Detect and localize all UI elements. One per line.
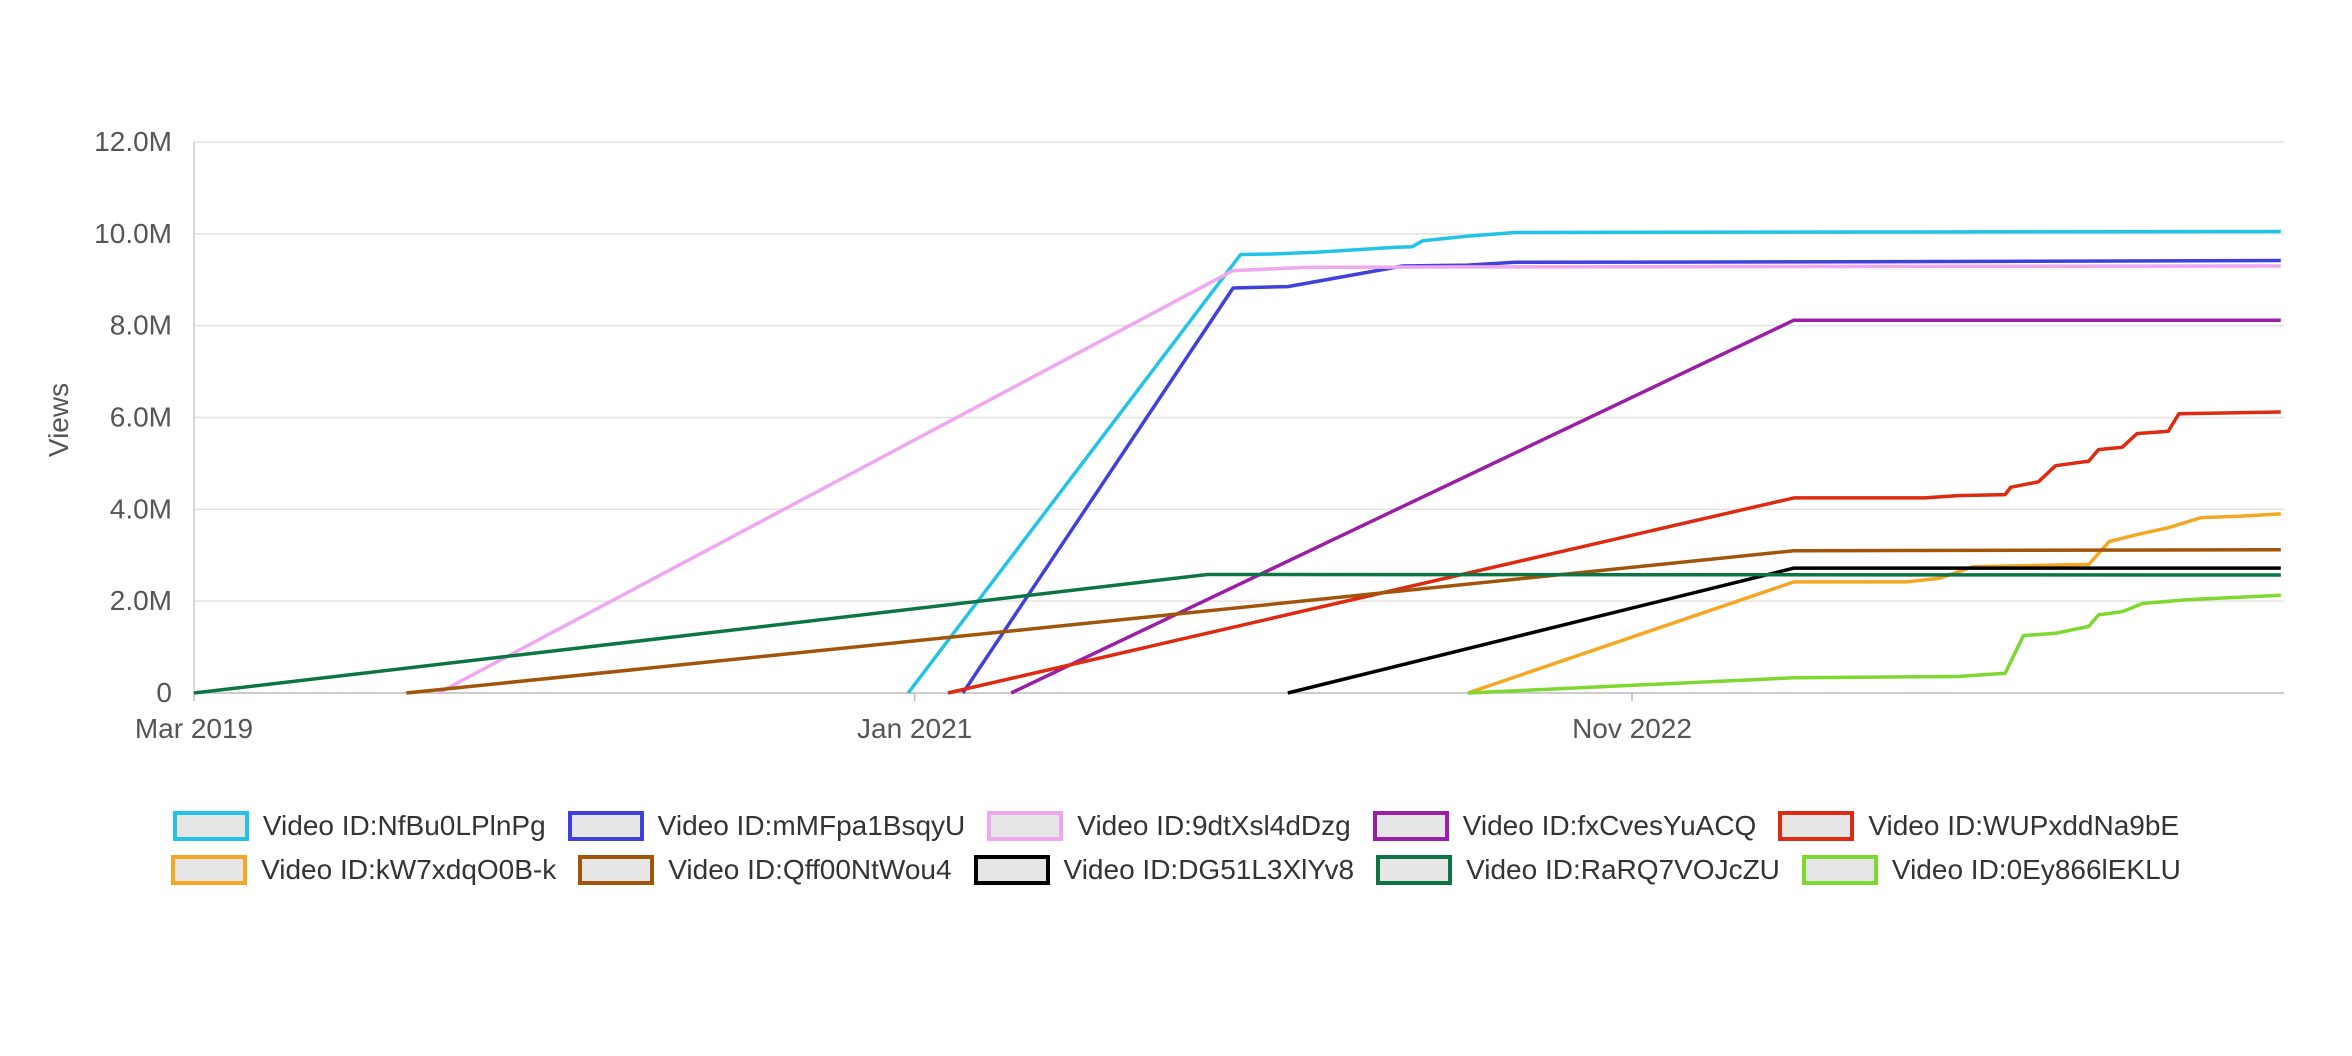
legend-label: Video ID:fxCvesYuACQ (1462, 810, 1757, 841)
y-tick-label: 0 (156, 677, 172, 708)
legend-item[interactable]: Video ID:9dtXsl4dDzg (987, 810, 1351, 842)
legend-swatch (1372, 811, 1449, 841)
series-lines (193, 229, 2281, 695)
legend-item[interactable]: Video ID:0Ey866lEKLU (1801, 854, 2181, 886)
series-line-8 (1287, 566, 2281, 695)
legend-label: Video ID:DG51L3XlYv8 (1063, 854, 1355, 885)
legend-item[interactable]: Video ID:kW7xdqO0B-k (171, 854, 556, 886)
series-line-3 (437, 264, 2281, 695)
legend-label: Video ID:WUPxddNa9bE (1868, 810, 2180, 841)
legend-label: Video ID:kW7xdqO0B-k (261, 854, 557, 885)
x-tick-label: Mar 2019 (135, 713, 253, 744)
legend-row: Video ID:kW7xdqO0B-k Video ID:Qff00NtWou4… (0, 854, 2352, 886)
legend-label: Video ID:NfBu0LPlnPg (262, 810, 546, 841)
series-line-9 (193, 572, 2281, 695)
y-axis-label: Views (43, 383, 74, 457)
axes: 0 2.0M 4.0M 6.0M 8.0M 10.0M 12.0M Mar 2019 Jan 2… (94, 126, 1692, 744)
legend-label: Video ID:RaRQ7VOJcZU (1466, 854, 1780, 885)
legend-item[interactable]: Video ID:mMFpa1BsqyU (567, 810, 966, 842)
y-tick-label: 10.0M (94, 218, 172, 249)
legend-swatch (567, 811, 644, 841)
legend-label: Video ID:mMFpa1BsqyU (657, 810, 966, 841)
x-tick-label: Nov 2022 (1572, 713, 1692, 744)
legend-row: Video ID:NfBu0LPlnPg Video ID:mMFpa1BsqyU… (0, 810, 2352, 842)
series-line-10 (1467, 593, 2281, 695)
legend-item[interactable]: Video ID:Qff00NtWou4 (578, 854, 952, 886)
legend-item[interactable]: Video ID:RaRQ7VOJcZU (1376, 854, 1780, 886)
legend-swatch (987, 811, 1064, 841)
legend-swatch (578, 855, 655, 885)
series-line-6 (1467, 512, 2281, 695)
gridlines (194, 141, 2284, 694)
legend-swatch (1778, 811, 1855, 841)
legend-swatch (1376, 855, 1453, 885)
legend: Video ID:NfBu0LPlnPg Video ID:mMFpa1BsqyU… (0, 810, 2352, 898)
legend-swatch (973, 855, 1050, 885)
legend-item[interactable]: Video ID:WUPxddNa9bE (1778, 810, 2179, 842)
y-tick-label: 8.0M (110, 310, 172, 341)
legend-item[interactable]: Video ID:NfBu0LPlnPg (172, 810, 546, 842)
legend-label: Video ID:Qff00NtWou4 (668, 854, 952, 885)
legend-label: Video ID:0Ey866lEKLU (1891, 854, 2181, 885)
line-chart: 0 2.0M 4.0M 6.0M 8.0M 10.0M 12.0M Mar 2019 Jan 2… (43, 126, 2284, 744)
y-tick-label: 4.0M (110, 493, 172, 524)
series-line-7 (406, 547, 2281, 695)
legend-item[interactable]: Video ID:DG51L3XlYv8 (973, 854, 1355, 886)
y-tick-label: 12.0M (94, 126, 172, 157)
legend-item[interactable]: Video ID:fxCvesYuACQ (1372, 810, 1757, 842)
y-tick-label: 2.0M (110, 585, 172, 616)
series-line-5 (947, 410, 2281, 695)
x-tick-label: Jan 2021 (857, 713, 972, 744)
legend-label: Video ID:9dtXsl4dDzg (1077, 810, 1351, 841)
series-line-1 (906, 229, 2281, 695)
series-line-4 (1010, 318, 2281, 695)
y-tick-label: 6.0M (110, 402, 172, 433)
legend-swatch (1801, 855, 1878, 885)
legend-swatch (171, 855, 248, 885)
legend-swatch (172, 811, 249, 841)
